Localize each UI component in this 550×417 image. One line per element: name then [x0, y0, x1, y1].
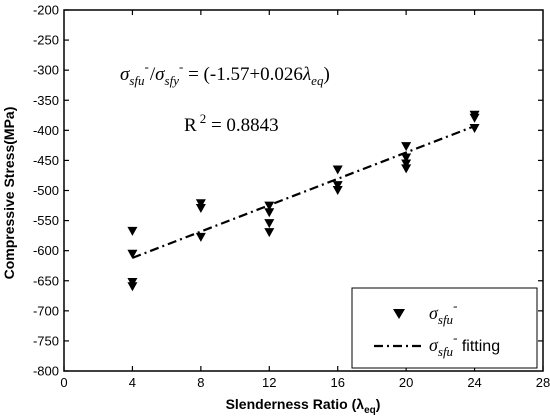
data-point-triangle	[401, 142, 412, 152]
data-point-triangle	[401, 159, 412, 169]
data-point-triangle	[469, 113, 480, 123]
data-point-triangle	[332, 181, 343, 191]
data-point-triangle	[127, 226, 138, 236]
y-tick-label: -300	[33, 63, 59, 78]
y-axis-title: Compressive Stress(MPa)	[1, 107, 17, 280]
legend: σsfu- σsfu- fitting	[351, 287, 538, 369]
fitting-line	[132, 125, 475, 259]
data-point-triangle	[195, 232, 206, 242]
x-tick-label: 12	[262, 375, 276, 390]
x-tick-label: 24	[467, 375, 481, 390]
data-point-triangle	[401, 153, 412, 163]
fitting-line-group	[132, 125, 475, 259]
y-tick-label: -350	[33, 93, 59, 108]
data-point-triangle	[264, 208, 275, 218]
y-tick-label: -750	[33, 333, 59, 348]
y-tick-label: -550	[33, 213, 59, 228]
data-points	[127, 110, 480, 292]
y-tick-label: -450	[33, 153, 59, 168]
data-point-triangle	[264, 201, 275, 211]
legend-label-fitting: σsfu- fitting	[429, 330, 500, 359]
y-tick-label: -400	[33, 123, 59, 138]
y-tick-label: -200	[33, 3, 59, 18]
data-point-triangle	[127, 249, 138, 259]
data-point-triangle	[469, 124, 480, 134]
data-point-triangle	[195, 199, 206, 209]
x-tick-label: 20	[399, 375, 413, 390]
x-tick-label: 0	[60, 375, 67, 390]
legend-label-data: σsfu-	[429, 298, 457, 327]
data-point-triangle	[127, 282, 138, 292]
legend-triangle-marker	[393, 309, 405, 319]
data-point-triangle	[332, 165, 343, 175]
x-tick-label: 4	[129, 375, 136, 390]
data-point-triangle	[264, 219, 275, 229]
equation-annotation: σsfu-/σsfy- = (-1.57+0.026λeq)	[120, 59, 330, 88]
y-tick-label: -800	[33, 364, 59, 379]
y-tick-label: -650	[33, 273, 59, 288]
legend-box	[351, 287, 538, 369]
x-axis-title: Slenderness Ratio (λeq)	[226, 396, 381, 416]
y-tick-label: -600	[33, 243, 59, 258]
x-tick-label: 8	[197, 375, 204, 390]
y-tick-label: -500	[33, 183, 59, 198]
x-tick-label: 16	[330, 375, 344, 390]
data-point-triangle	[264, 228, 275, 238]
data-point-triangle	[195, 204, 206, 214]
x-tick-label: 28	[536, 375, 550, 390]
y-tick-label: -700	[33, 303, 59, 318]
data-point-triangle	[332, 186, 343, 195]
axis-ticks: 0 4 8 12 16 20 24 28 -200 -250 -300 -350 -400 -450 -50…	[33, 3, 550, 391]
y-tick-label: -250	[33, 33, 59, 48]
data-point-triangle	[401, 164, 412, 174]
